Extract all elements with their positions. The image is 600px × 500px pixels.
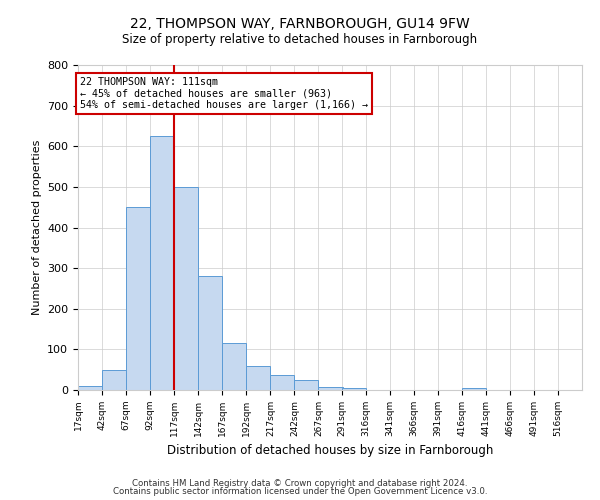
Bar	[102, 370, 126, 390]
Bar	[341, 388, 365, 390]
Y-axis label: Number of detached properties: Number of detached properties	[32, 140, 41, 315]
Bar	[198, 276, 222, 390]
Text: Size of property relative to detached houses in Farnborough: Size of property relative to detached ho…	[122, 32, 478, 46]
Bar	[222, 344, 247, 390]
Text: 22, THOMPSON WAY, FARNBOROUGH, GU14 9FW: 22, THOMPSON WAY, FARNBOROUGH, GU14 9FW	[130, 18, 470, 32]
Text: 22 THOMPSON WAY: 111sqm
← 45% of detached houses are smaller (963)
54% of semi-d: 22 THOMPSON WAY: 111sqm ← 45% of detache…	[80, 77, 368, 110]
Text: Contains HM Land Registry data © Crown copyright and database right 2024.: Contains HM Land Registry data © Crown c…	[132, 478, 468, 488]
Bar	[78, 386, 102, 390]
Bar	[295, 380, 319, 390]
Bar	[247, 366, 271, 390]
Text: Contains public sector information licensed under the Open Government Licence v3: Contains public sector information licen…	[113, 487, 487, 496]
X-axis label: Distribution of detached houses by size in Farnborough: Distribution of detached houses by size …	[167, 444, 493, 458]
Bar	[271, 374, 295, 390]
Bar	[319, 387, 343, 390]
Bar	[150, 136, 174, 390]
Bar	[126, 207, 150, 390]
Bar	[174, 187, 198, 390]
Bar	[462, 388, 486, 390]
